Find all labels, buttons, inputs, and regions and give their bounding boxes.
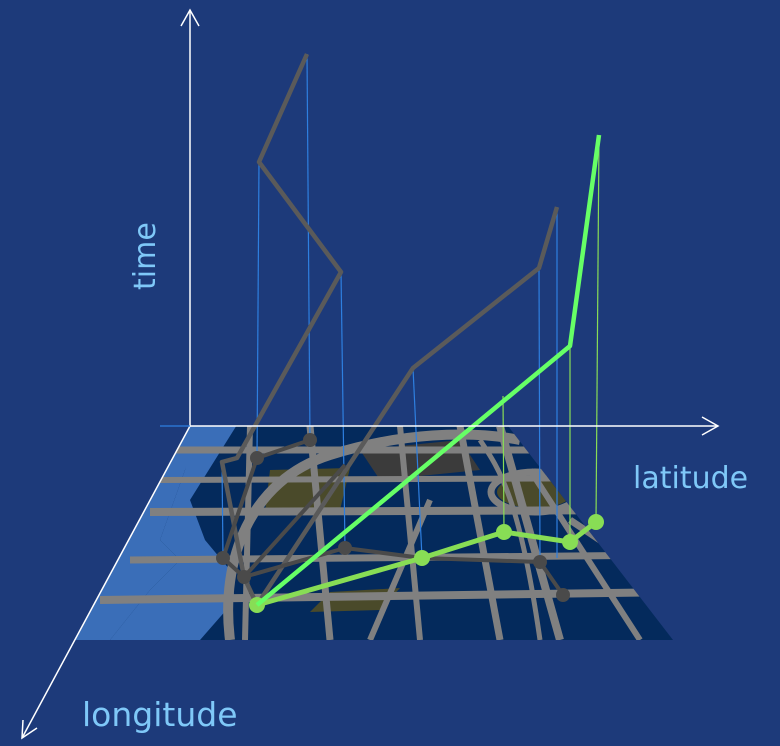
latitude-axis-label: latitude xyxy=(633,461,748,496)
longitude-axis-label: longitude xyxy=(82,695,238,734)
gray-projection-branch xyxy=(242,463,347,579)
green-point xyxy=(414,550,430,566)
gray-point xyxy=(338,541,352,555)
gray-point xyxy=(533,555,547,569)
gray-trajectory-2 xyxy=(255,206,560,607)
drop-line-green xyxy=(595,134,600,523)
drop-line xyxy=(412,367,423,559)
drop-lines-green xyxy=(502,134,600,542)
green-point xyxy=(588,514,604,530)
drop-line xyxy=(538,267,541,563)
axes xyxy=(21,8,720,740)
street-map xyxy=(75,426,673,640)
gray-point xyxy=(237,570,251,584)
gray-projection-points xyxy=(216,433,570,602)
drop-line xyxy=(256,161,260,459)
drop-line xyxy=(306,53,311,441)
longitude-axis xyxy=(21,425,191,739)
green-trajectory xyxy=(255,134,602,607)
green-projection-points xyxy=(249,514,604,613)
green-point xyxy=(562,534,578,550)
drop-line xyxy=(221,461,224,559)
arrow-down-left-icon xyxy=(21,719,38,740)
gray-point xyxy=(303,433,317,447)
arrow-right-icon xyxy=(701,416,720,436)
arrow-up-icon xyxy=(180,8,200,27)
drop-line-green xyxy=(502,395,505,533)
drop-lines xyxy=(221,53,558,563)
map-water-inner xyxy=(110,426,240,640)
gray-projection xyxy=(221,438,565,597)
green-point xyxy=(496,524,512,540)
gray-projections xyxy=(221,438,565,597)
time-axis-label: time xyxy=(128,222,163,290)
gray-point xyxy=(556,588,570,602)
gray-point xyxy=(216,551,230,565)
drop-line xyxy=(340,271,346,549)
gray-point xyxy=(250,451,264,465)
